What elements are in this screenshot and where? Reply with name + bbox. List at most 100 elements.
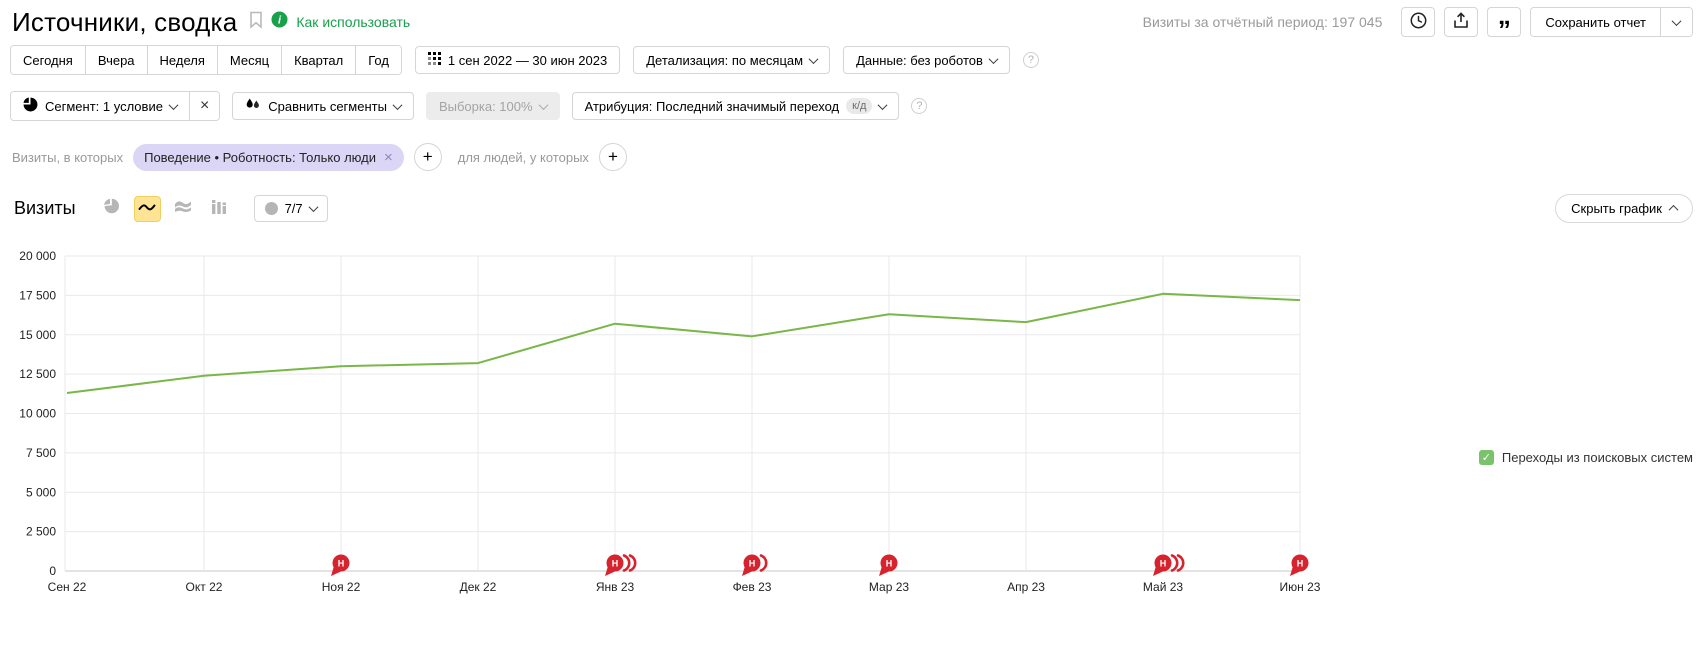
chip-remove-icon[interactable]: ×: [383, 148, 393, 166]
period-tab-year[interactable]: Год: [356, 46, 401, 74]
svg-text:10 000: 10 000: [19, 407, 56, 421]
chart-type-line-button[interactable]: [133, 195, 161, 222]
header-actions: Визиты за отчётный период: 197 045 „ Сох…: [1142, 0, 1693, 37]
data-mode-dropdown[interactable]: Данные: без роботов: [843, 46, 1010, 74]
export-icon: [1453, 12, 1469, 32]
info-icon: i: [271, 11, 288, 33]
chevron-up-icon: [1668, 204, 1679, 215]
legend-label: Переходы из поисковых систем: [1501, 450, 1693, 465]
svg-text:12 500: 12 500: [19, 367, 56, 381]
svg-text:Н: Н: [612, 559, 619, 569]
attribution-help-icon[interactable]: ?: [911, 98, 928, 114]
visits-condition-label: Визиты, в которых: [12, 149, 124, 165]
add-visit-condition-button[interactable]: +: [413, 143, 442, 171]
svg-text:Фев 23: Фев 23: [733, 580, 772, 594]
svg-text:5 000: 5 000: [26, 485, 56, 499]
attribution-kd-badge: к/д: [846, 98, 873, 114]
clock-icon: [1410, 12, 1427, 32]
period-tab-quarter[interactable]: Квартал: [282, 46, 357, 74]
export-button[interactable]: [1444, 7, 1479, 37]
svg-text:Апр 23: Апр 23: [1007, 580, 1045, 594]
bookmark-icon[interactable]: [249, 11, 263, 34]
svg-text:Янв 23: Янв 23: [596, 580, 635, 594]
title-side: i Как использовать: [249, 11, 410, 34]
compare-droplets-icon: [245, 97, 261, 115]
chip-label: Поведение • Роботность: Только люди: [144, 149, 376, 165]
chevron-down-icon: [392, 99, 403, 110]
chevron-down-icon: [1671, 15, 1682, 26]
chart-legend: ✓ Переходы из поисковых систем: [1478, 450, 1693, 465]
line-chart-icon: [138, 200, 156, 218]
add-people-condition-button[interactable]: +: [598, 143, 627, 171]
area-chart-icon: [174, 199, 192, 218]
svg-text:Ноя 22: Ноя 22: [322, 580, 361, 594]
data-mode-label: Данные: без роботов: [856, 52, 983, 68]
page-title: Источники, сводка: [12, 6, 238, 37]
segment-label: Сегмент: 1 условие: [45, 98, 163, 114]
svg-text:2 500: 2 500: [26, 525, 56, 539]
save-report-split-button: Сохранить отчет: [1530, 7, 1693, 37]
segment-dropdown[interactable]: Сегмент: 1 условие: [11, 92, 190, 120]
svg-text:Н: Н: [1297, 559, 1304, 569]
chart-type-area-button[interactable]: [170, 196, 197, 222]
svg-text:Июн 23: Июн 23: [1280, 580, 1321, 594]
header: Источники, сводка i Как использовать Виз…: [12, 0, 1693, 40]
detalization-dropdown[interactable]: Детализация: по месяцам: [633, 46, 831, 74]
save-report-button[interactable]: Сохранить отчет: [1531, 8, 1660, 36]
calendar-grid-icon: [427, 52, 441, 68]
hide-chart-button[interactable]: Скрыть график: [1555, 194, 1693, 223]
period-tab-today[interactable]: Сегодня: [11, 46, 86, 74]
svg-text:Окт 22: Окт 22: [186, 580, 223, 594]
segment-clear-button[interactable]: ×: [189, 92, 220, 120]
svg-text:20 000: 20 000: [19, 249, 56, 263]
chevron-down-icon: [988, 53, 999, 64]
chart-type-pie-button[interactable]: [98, 196, 125, 222]
period-tab-month[interactable]: Месяц: [217, 46, 283, 74]
robotness-filter-chip[interactable]: Поведение • Роботность: Только люди ×: [133, 143, 404, 171]
period-tabs: Сегодня Вчера Неделя Месяц Квартал Год: [10, 45, 402, 75]
segment-pie-icon: [23, 97, 38, 115]
annotations-dropdown[interactable]: 7/7: [253, 195, 328, 222]
chevron-down-icon: [808, 53, 819, 64]
date-range-button[interactable]: 1 сен 2022 — 30 июн 2023: [414, 46, 621, 74]
period-tab-yesterday[interactable]: Вчера: [85, 46, 148, 74]
chart-title: Визиты: [14, 198, 76, 218]
svg-text:17 500: 17 500: [19, 288, 56, 302]
chevron-down-icon: [877, 99, 888, 110]
how-to-use-link[interactable]: Как использовать: [296, 14, 411, 30]
legend-checkbox-checked[interactable]: ✓: [1478, 450, 1494, 465]
pie-chart-icon: [103, 198, 120, 219]
comments-button[interactable]: „: [1487, 0, 1522, 37]
period-tab-week[interactable]: Неделя: [147, 46, 218, 74]
people-condition-label: для людей, у которых: [457, 149, 589, 165]
chevron-down-icon: [538, 99, 549, 110]
chevron-down-icon: [168, 99, 179, 110]
svg-text:0: 0: [49, 564, 56, 578]
attribution-dropdown[interactable]: Атрибуция: Последний значимый переход к/…: [571, 92, 900, 120]
detalization-label: Детализация: по месяцам: [646, 52, 804, 68]
svg-text:Н: Н: [886, 559, 893, 569]
annotations-count: 7/7: [284, 201, 303, 216]
data-mode-help-icon[interactable]: ?: [1022, 52, 1039, 68]
chevron-down-icon: [308, 202, 319, 213]
history-button[interactable]: [1401, 7, 1436, 37]
attribution-label: Атрибуция: Последний значимый переход: [584, 98, 840, 114]
chart-type-bar-button[interactable]: [206, 196, 233, 222]
chart-header-row: Визиты 7/7 Скрыть график: [14, 194, 1693, 223]
svg-text:Дек 22: Дек 22: [460, 580, 497, 594]
visits-total-label: Визиты за отчётный период: 197 045: [1142, 14, 1383, 30]
hide-chart-label: Скрыть график: [1571, 201, 1662, 216]
condition-row: Визиты, в которых Поведение • Роботность…: [12, 143, 627, 171]
save-report-menu-button[interactable]: [1660, 8, 1692, 36]
segment-row: Сегмент: 1 условие × Сравнить сегменты В…: [10, 91, 928, 121]
compare-segments-dropdown[interactable]: Сравнить сегменты: [232, 92, 414, 120]
svg-text:Май 23: Май 23: [1143, 580, 1184, 594]
svg-text:i: i: [278, 15, 282, 27]
sampling-dropdown[interactable]: Выборка: 100%: [425, 92, 560, 120]
segment-group: Сегмент: 1 условие ×: [10, 91, 221, 121]
svg-text:Н: Н: [749, 559, 756, 569]
quotes-icon: „: [1497, 0, 1511, 30]
visits-line-chart: 0 2 500 5 000 7 500 10 000 12 500 15 000 17 500…: [19, 249, 1321, 594]
svg-text:Н: Н: [338, 559, 345, 569]
svg-text:Мар 23: Мар 23: [869, 580, 909, 594]
